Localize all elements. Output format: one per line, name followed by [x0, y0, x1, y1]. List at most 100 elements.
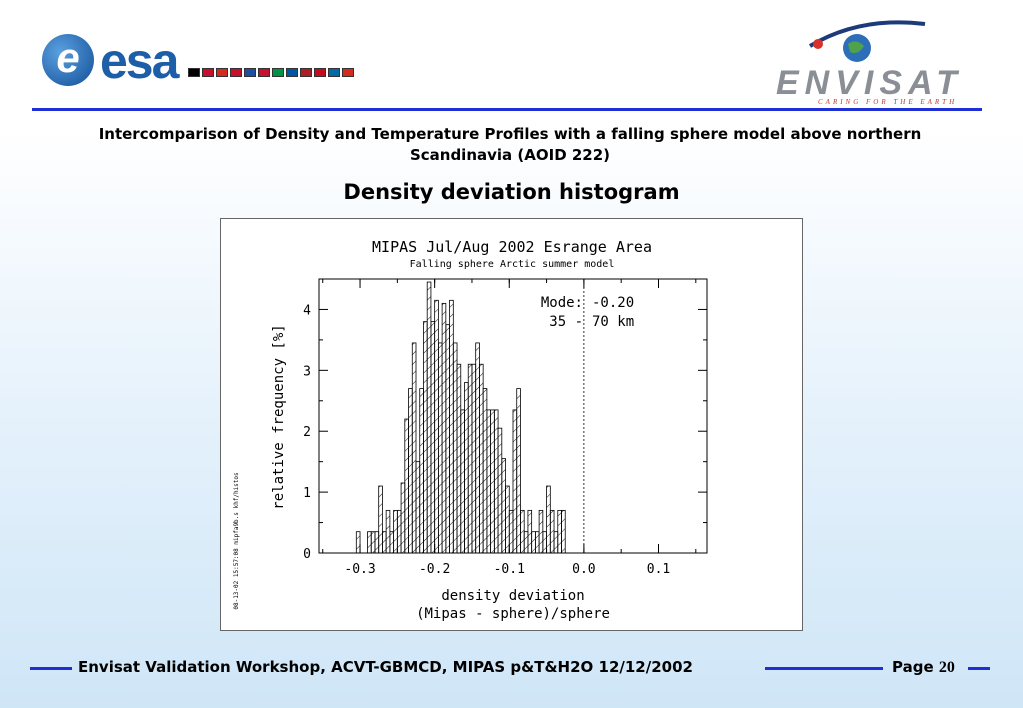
histogram-bar [385, 509, 391, 554]
flag-icon [258, 68, 270, 77]
esa-globe-icon: e [42, 34, 94, 86]
page-number: 20 [938, 659, 955, 676]
histogram-bar [434, 299, 439, 554]
histogram-bar [460, 409, 465, 554]
histogram-bar [396, 509, 402, 554]
flag-icon [300, 68, 312, 77]
histogram-bar [437, 342, 443, 554]
histogram-bar [523, 531, 529, 554]
x-axis-label: density deviation [441, 588, 584, 604]
histogram-bar [561, 509, 566, 554]
envisat-swoosh-icon [808, 20, 926, 62]
y-tick-label: 1 [303, 486, 311, 501]
slide-subtitle: Intercomparison of Density and Temperatu… [40, 124, 980, 166]
envisat-tagline: CARING FOR THE EARTH [818, 98, 958, 106]
histogram-bar [445, 324, 450, 554]
slide-footer: Envisat Validation Workshop, ACVT-GBMCD,… [0, 656, 1023, 682]
mode-value: -0.20 [592, 295, 634, 311]
mode-label: Mode: [541, 295, 583, 311]
y-tick-label: 3 [303, 364, 311, 379]
x-tick-label: -0.2 [419, 562, 450, 577]
histogram-bar [374, 531, 380, 554]
flag-icon [230, 68, 242, 77]
footer-text: Envisat Validation Workshop, ACVT-GBMCD,… [78, 658, 693, 676]
flag-icon [342, 68, 354, 77]
histogram-bar [542, 531, 547, 554]
envisat-wordmark: ENVISAT [776, 64, 963, 102]
histogram-bar [411, 342, 417, 554]
histogram-svg: MIPAS Jul/Aug 2002 Esrange Area Falling s… [233, 238, 708, 622]
histogram-bar [471, 363, 477, 554]
histogram-bar [441, 302, 447, 554]
histogram-bar [505, 485, 510, 554]
envisat-logo: ENVISAT CARING FOR THE EARTH [770, 16, 985, 106]
histogram-bar [475, 342, 480, 554]
flag-icon [328, 68, 340, 77]
footer-rule-left [30, 667, 72, 670]
histogram-bar [531, 531, 536, 554]
histogram-bar [449, 299, 454, 554]
page-indicator: Page 20 [892, 658, 955, 677]
footer-rule-right [968, 667, 990, 670]
histogram-bar [389, 531, 395, 554]
x-tick-label: 0.0 [572, 562, 595, 577]
histogram-bar [378, 485, 383, 554]
flag-icon [244, 68, 256, 77]
histogram-bar [482, 388, 488, 554]
flag-icon [188, 68, 200, 77]
flag-icon [272, 68, 284, 77]
histogram-bar [393, 509, 398, 554]
histogram-bar [367, 531, 372, 554]
x-tick-label: -0.3 [344, 562, 375, 577]
plot-id-label: 08-13-02 15:57:08 mipfa9b.s khf/histos [233, 472, 240, 610]
range-label: 35 - [549, 314, 583, 330]
histogram-bar [486, 409, 492, 554]
histogram-bar [508, 509, 514, 554]
chart-title: MIPAS Jul/Aug 2002 Esrange Area [372, 238, 652, 256]
y-tick-label: 4 [303, 303, 311, 318]
header-rule [32, 108, 982, 111]
subtitle-line-2: Scandinavia (AOID 222) [409, 146, 611, 164]
y-tick-label: 2 [303, 425, 311, 440]
x-tick-label: -0.1 [494, 562, 525, 577]
histogram-bar [497, 427, 503, 554]
histogram-bar [400, 482, 406, 554]
flag-icon [202, 68, 214, 77]
histogram-bar [553, 531, 559, 554]
y-axis-label: relative frequency [%] [271, 324, 287, 509]
y-tick-label: 0 [303, 547, 311, 562]
histogram-bar [430, 321, 436, 554]
member-flags [188, 68, 354, 77]
histogram-bar [423, 321, 428, 554]
histogram-bar [467, 363, 473, 554]
subtitle-line-1: Intercomparison of Density and Temperatu… [98, 125, 922, 143]
histogram-bar [370, 531, 376, 554]
histogram-bar [408, 388, 413, 554]
histogram-bar [527, 509, 533, 554]
histogram-bar [490, 409, 495, 554]
chart-subtitle: Falling sphere Arctic summer model [410, 259, 615, 270]
plot-frame [318, 278, 708, 554]
slide-title: Density deviation histogram [343, 180, 680, 204]
histogram-bar [546, 485, 551, 554]
esa-wordmark: esa [100, 33, 179, 89]
histogram-bar [557, 509, 562, 554]
histogram-bar [501, 458, 506, 554]
flag-icon [216, 68, 228, 77]
histogram-bar [456, 363, 462, 554]
histogram-bar [452, 342, 458, 554]
x-tick-label: 0.1 [647, 562, 670, 577]
footer-rule-mid [765, 667, 883, 670]
range-value: 70 km [592, 314, 634, 330]
page-label: Page [892, 658, 934, 676]
histogram-bar [534, 531, 540, 554]
histogram-bar [493, 409, 499, 554]
histogram-bar [464, 382, 469, 554]
histogram-bar [516, 388, 521, 554]
histogram-bar [415, 461, 421, 554]
histogram-bar [419, 388, 424, 554]
flag-icon [286, 68, 298, 77]
histogram-bar [426, 281, 432, 554]
histogram-bar [538, 509, 544, 554]
histogram-bar [355, 531, 361, 554]
